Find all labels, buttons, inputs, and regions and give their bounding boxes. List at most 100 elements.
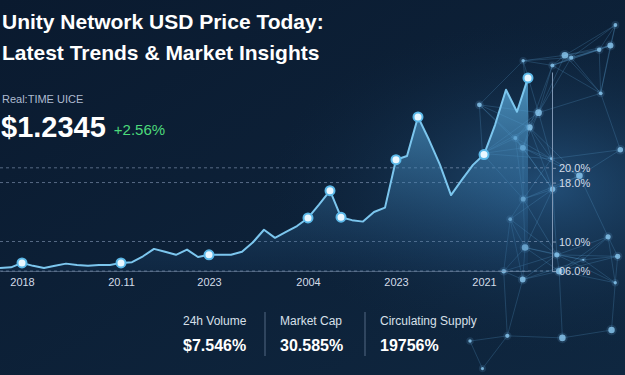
network-link	[530, 65, 553, 127]
network-node-glow	[613, 252, 622, 261]
network-link	[601, 93, 621, 149]
network-link	[470, 341, 482, 369]
network-node	[607, 42, 613, 48]
tick: 2023	[384, 271, 408, 288]
tick-label: 18.0%	[559, 177, 590, 189]
price: $1.2345	[1, 111, 106, 143]
network-link	[553, 189, 557, 255]
network-node-glow	[466, 337, 473, 344]
tick: 20.0%	[552, 162, 590, 174]
marker	[304, 213, 313, 222]
x-axis: 201820.112023200420232021	[1, 271, 529, 288]
stat-value: $7.546%	[183, 337, 246, 354]
network-node-glow	[560, 50, 571, 61]
network-node	[614, 281, 617, 284]
network-node-glow	[605, 40, 615, 50]
chart-svg: Unity Network USD Price Today:Latest Tre…	[0, 0, 625, 375]
stat-label: Circulating Supply	[380, 314, 477, 328]
network-link	[539, 55, 565, 112]
network-link	[530, 127, 552, 158]
network-link	[470, 336, 507, 341]
network-node	[614, 23, 618, 27]
marker	[18, 258, 27, 267]
network-node	[562, 52, 569, 59]
network-link	[552, 65, 600, 93]
area-fill	[0, 78, 528, 271]
tick-label: 10.0%	[559, 236, 590, 248]
network-node	[608, 327, 614, 333]
network-node	[535, 109, 542, 116]
stats: 24h Volume$7.546%Market Cap30.585%Circul…	[183, 312, 477, 356]
network-link	[523, 61, 552, 66]
network-node	[481, 367, 484, 370]
marker	[414, 112, 423, 121]
network-node-glow	[616, 145, 625, 155]
network-node	[582, 259, 584, 261]
y-axis: 20.0% 18.0% 10.0% 06.0%	[552, 73, 590, 278]
network-node	[618, 147, 624, 153]
plot-area	[0, 73, 533, 271]
network-node-glow	[603, 232, 612, 241]
network-link	[539, 58, 572, 113]
network-node	[505, 334, 509, 338]
tick: 2023	[197, 271, 221, 288]
network-node	[550, 63, 554, 67]
network-link	[551, 150, 620, 159]
network-node	[520, 277, 526, 283]
stat-label: 24h Volume	[183, 314, 247, 328]
chart-container: Unity Network USD Price Today:Latest Tre…	[0, 0, 625, 375]
tick-label: 06.0%	[559, 265, 590, 277]
network-node-glow	[612, 21, 620, 29]
network-node-glow	[606, 325, 616, 335]
tick: 2021	[472, 271, 496, 288]
tick: 06.0%	[552, 265, 590, 277]
background-glow	[0, 0, 625, 375]
network-node-glow	[548, 61, 556, 69]
network-node	[554, 252, 559, 257]
tick-label: 2023	[197, 276, 221, 288]
network-link	[525, 248, 559, 272]
tick-mark	[552, 168, 556, 169]
network-node	[477, 102, 482, 107]
tick-label: 2021	[472, 276, 496, 288]
stat-label: Market Cap	[280, 314, 342, 328]
network-link	[608, 237, 615, 283]
network-link	[559, 271, 562, 338]
tick-label: 2023	[384, 276, 408, 288]
network-link	[571, 46, 610, 58]
network-link	[583, 256, 617, 259]
tick: 18.0%	[552, 177, 590, 189]
network-node-glow	[580, 257, 586, 263]
network-node	[599, 91, 603, 95]
subtitle: Latest Trends & Market Insights	[2, 41, 319, 64]
network-link	[539, 65, 553, 112]
tick-mark	[552, 242, 556, 243]
stat-separator	[265, 312, 266, 356]
network-node-glow	[548, 155, 555, 162]
marker	[524, 73, 533, 82]
network-link	[504, 271, 508, 336]
tick: 10.0%	[552, 236, 590, 248]
tick-label: 2018	[10, 276, 34, 288]
network-link	[523, 271, 559, 279]
network-link	[539, 113, 552, 159]
network-link	[552, 46, 610, 66]
tick: 20.11	[108, 271, 135, 288]
network-link	[571, 58, 601, 94]
marker	[205, 250, 214, 259]
tick-label: 20.0%	[559, 162, 590, 174]
marker	[480, 150, 489, 159]
network-link	[562, 330, 611, 338]
network-node	[605, 234, 610, 239]
marker	[337, 213, 346, 222]
network-link	[507, 279, 522, 335]
network-link	[523, 55, 565, 60]
network-node	[521, 59, 524, 62]
network-link	[599, 50, 600, 93]
network-node	[468, 339, 471, 342]
network-link	[601, 25, 616, 93]
network-node	[597, 48, 602, 53]
tick-mark	[552, 183, 556, 184]
network-node-glow	[552, 250, 561, 259]
network-node-glow	[533, 107, 544, 118]
